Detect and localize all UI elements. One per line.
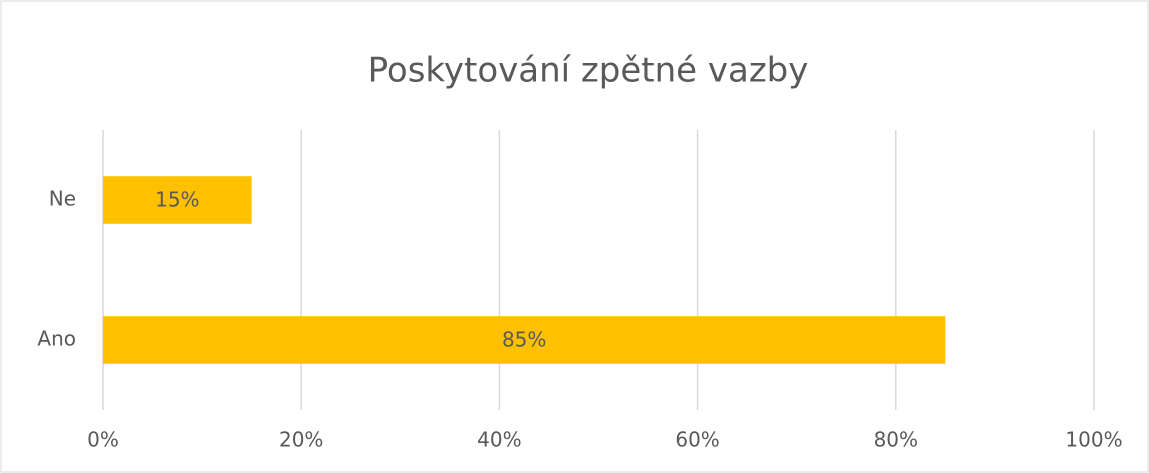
x-tick-label: 80% xyxy=(874,428,918,452)
x-tick-label: 0% xyxy=(87,428,119,452)
data-label: 85% xyxy=(502,328,546,352)
chart-title: Poskytování zpětné vazby xyxy=(368,51,809,91)
bar xyxy=(103,316,946,364)
y-tick-label: Ano xyxy=(37,327,76,351)
x-tick-label: 40% xyxy=(477,428,521,452)
x-tick-label: 60% xyxy=(675,428,719,452)
x-tick-label: 100% xyxy=(1065,428,1122,452)
x-tick-label: 20% xyxy=(279,428,323,452)
bar xyxy=(103,176,252,224)
y-tick-label: Ne xyxy=(49,187,76,211)
data-label: 15% xyxy=(155,188,199,212)
